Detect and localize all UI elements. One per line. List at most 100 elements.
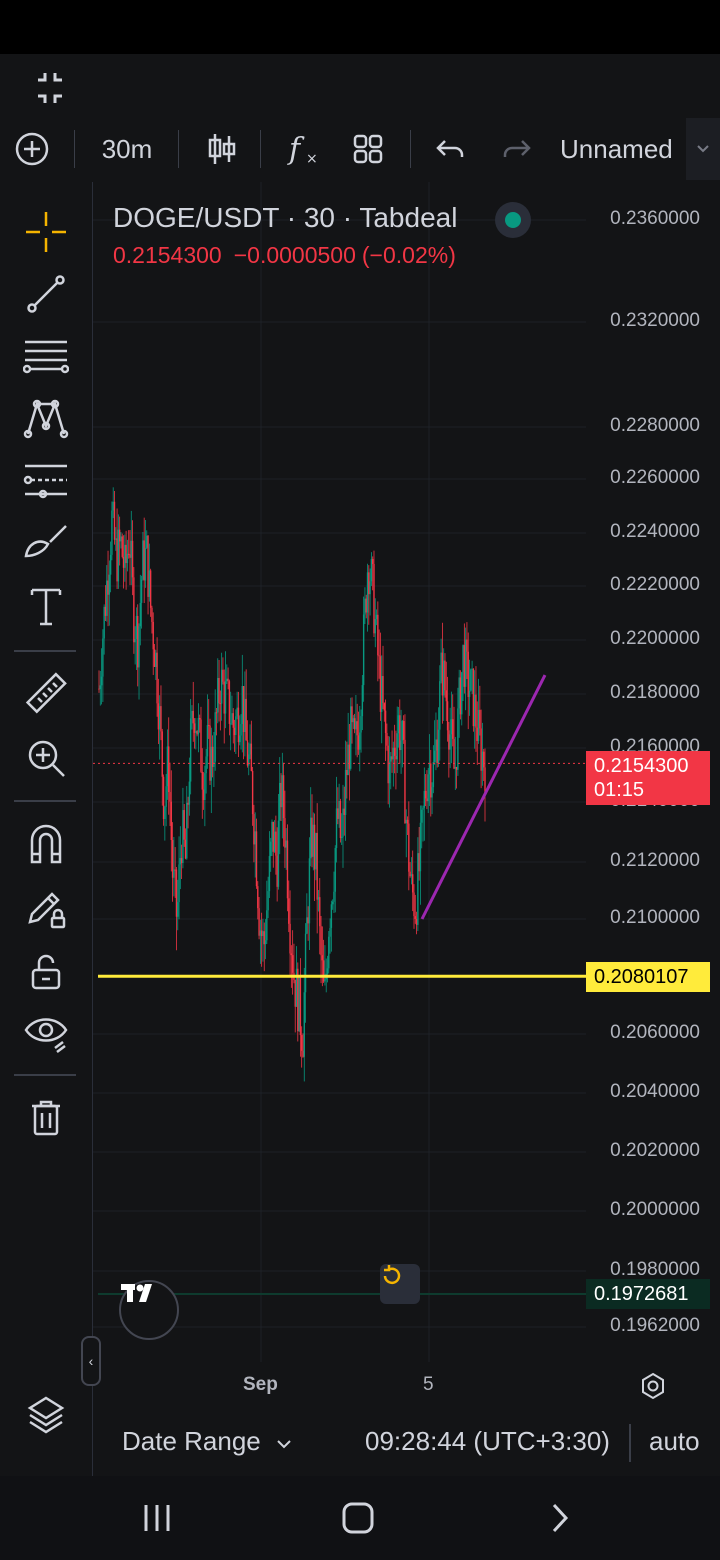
pattern-icon[interactable] xyxy=(18,392,74,444)
candle-body xyxy=(135,615,138,639)
timezone-clock[interactable]: 09:28:44 (UTC+3:30) xyxy=(365,1426,610,1456)
chart-settings-icon[interactable] xyxy=(639,1372,667,1400)
candle-body xyxy=(264,940,267,945)
auto-scale-button[interactable]: auto xyxy=(649,1426,700,1456)
candle-body xyxy=(333,891,335,902)
undo-icon[interactable] xyxy=(430,118,470,180)
low-marker-price-badge: 0.1972681 xyxy=(586,1279,710,1309)
trash-icon[interactable] xyxy=(18,1092,74,1144)
candle-body xyxy=(452,719,454,739)
measure-ruler-icon[interactable] xyxy=(18,668,74,720)
add-symbol-icon[interactable] xyxy=(12,118,52,180)
candle-body xyxy=(182,810,184,864)
candle-body xyxy=(100,676,103,686)
candle-body xyxy=(232,713,234,728)
lock-drawings-icon[interactable] xyxy=(18,882,74,934)
candle-body xyxy=(320,926,322,956)
candle-body xyxy=(127,553,130,555)
candle-body xyxy=(214,712,216,762)
redo-icon[interactable] xyxy=(497,118,537,180)
reset-chart-icon[interactable] xyxy=(380,1264,420,1304)
candle-body xyxy=(424,790,427,799)
candle-body xyxy=(177,902,179,917)
candle-body xyxy=(202,789,205,800)
chart-pane[interactable]: DOGE/USDT · 30 · Tabdeal 0.2154300 −0.000… xyxy=(93,182,720,1362)
zoom-in-icon[interactable] xyxy=(18,732,74,784)
candles-icon[interactable] xyxy=(200,118,244,180)
candle-body xyxy=(341,836,343,838)
candle-body xyxy=(356,721,358,736)
candle-body xyxy=(297,968,299,1032)
fib-retracement-icon[interactable] xyxy=(18,330,74,382)
trend-line-icon[interactable] xyxy=(18,268,74,320)
candle-body xyxy=(121,536,123,557)
collapse-sidebar-chevron-icon[interactable]: ‹ xyxy=(81,1336,101,1386)
layout-name-button[interactable]: Unnamed xyxy=(560,118,720,180)
candle-body xyxy=(263,931,265,945)
forecasting-icon[interactable] xyxy=(18,454,74,506)
candle-body xyxy=(281,775,284,808)
candle-body xyxy=(137,615,139,668)
candle-body xyxy=(174,869,176,871)
price-tick-label: 0.2180000 xyxy=(610,682,700,703)
candle-body xyxy=(206,725,209,757)
candlestick-chart[interactable] xyxy=(93,182,720,1362)
candle-body xyxy=(240,724,242,736)
back-icon[interactable] xyxy=(535,1496,585,1540)
candle-body xyxy=(115,538,117,540)
candle-body xyxy=(317,897,320,900)
object-tree-layers-icon[interactable] xyxy=(22,1392,70,1440)
hide-drawings-icon[interactable] xyxy=(18,1008,74,1060)
candle-body xyxy=(431,787,433,798)
crosshair-icon[interactable] xyxy=(18,206,74,258)
candle-body xyxy=(188,781,191,805)
symbol-title[interactable]: DOGE/USDT · 30 · Tabdeal xyxy=(113,202,458,233)
candle-body xyxy=(331,901,334,905)
interval-button[interactable]: 30m xyxy=(88,118,166,180)
candle-body xyxy=(224,681,227,714)
candle-body xyxy=(103,606,105,639)
current-price-label: 0.2154300 xyxy=(594,755,689,777)
magnet-icon[interactable] xyxy=(18,818,74,870)
chevron-down-icon[interactable] xyxy=(686,118,720,180)
candle-body xyxy=(437,729,440,764)
price-tick-label: 0.2240000 xyxy=(610,521,700,542)
candle-body xyxy=(446,701,449,731)
candle-body xyxy=(378,655,380,657)
home-icon[interactable] xyxy=(333,1496,383,1540)
brush-icon[interactable] xyxy=(18,516,74,568)
candle-body xyxy=(180,857,183,864)
text-tool-icon[interactable] xyxy=(18,580,74,632)
price-tick-label: 0.2120000 xyxy=(610,850,700,871)
candle-body xyxy=(191,710,193,719)
recent-apps-icon[interactable] xyxy=(132,1496,182,1540)
candle-body xyxy=(235,716,237,736)
candle-body xyxy=(481,751,484,771)
candle-body xyxy=(284,818,286,848)
candle-body xyxy=(241,686,243,725)
candle-body xyxy=(374,619,376,634)
trend-line-drawing[interactable] xyxy=(420,674,547,920)
candle-body xyxy=(223,681,225,714)
candle-body xyxy=(359,732,361,750)
layouts-icon[interactable] xyxy=(348,118,388,180)
price-tick-label: 0.2100000 xyxy=(610,907,700,928)
candle-body xyxy=(335,808,338,849)
candle-body xyxy=(213,761,215,767)
candle-body xyxy=(189,718,192,782)
candle-body xyxy=(288,898,290,924)
candle-body xyxy=(295,968,298,1007)
price-tick-label: 0.1980000 xyxy=(610,1259,700,1280)
date-range-button[interactable]: Date Range xyxy=(122,1426,292,1457)
time-axis[interactable]: Sep 5 xyxy=(93,1362,720,1408)
candle-body xyxy=(387,745,389,784)
unlock-icon[interactable] xyxy=(18,946,74,998)
market-status[interactable] xyxy=(495,202,531,238)
tradingview-logo-icon[interactable] xyxy=(119,1280,179,1340)
collapse-fullscreen-icon[interactable] xyxy=(30,70,70,106)
horizontal-line-price-badge: 0.2080107 xyxy=(586,962,710,992)
last-price: 0.2154300 xyxy=(113,242,222,268)
indicators-icon[interactable]: f × xyxy=(282,118,322,180)
time-label-5: 5 xyxy=(423,1374,434,1395)
candle-body xyxy=(248,754,250,766)
